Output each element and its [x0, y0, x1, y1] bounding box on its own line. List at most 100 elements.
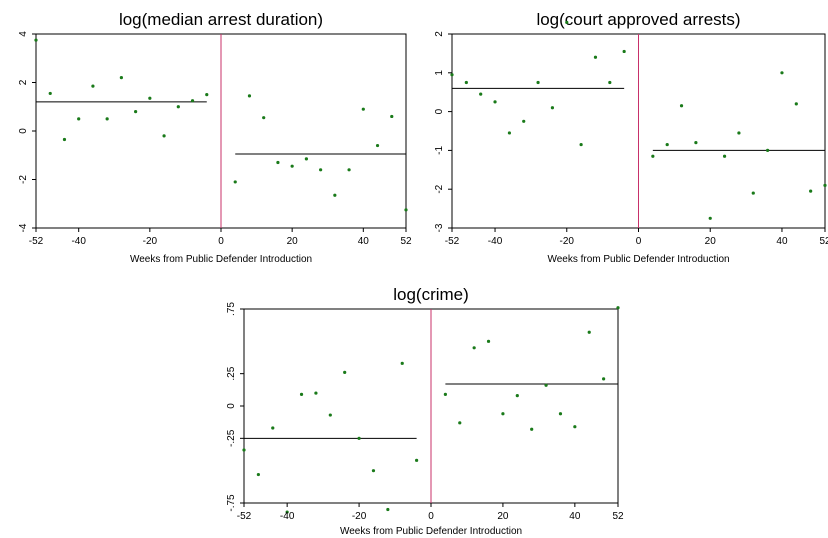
x-tick-label: -52	[237, 511, 252, 522]
data-point	[343, 370, 347, 374]
data-point	[679, 104, 684, 108]
x-tick-label: 52	[819, 236, 828, 247]
data-point	[823, 183, 827, 187]
data-point	[616, 306, 620, 310]
data-point	[91, 84, 95, 88]
data-point	[415, 458, 419, 462]
y-tick-label: -2	[18, 175, 29, 184]
chart-title: log(median arrest duration)	[119, 10, 323, 29]
data-point	[593, 55, 598, 59]
y-tick-label: 2	[434, 31, 445, 37]
x-tick-label: -52	[29, 236, 44, 247]
data-point	[809, 189, 813, 193]
data-point	[333, 193, 337, 197]
data-point	[247, 94, 252, 98]
data-point	[262, 116, 266, 120]
data-point	[751, 191, 755, 195]
y-tick-label: 2	[18, 79, 29, 85]
data-point	[708, 216, 712, 220]
y-tick-label: -3	[434, 223, 445, 232]
data-point	[501, 412, 505, 416]
y-tick-label: 0	[226, 403, 237, 409]
data-point	[450, 73, 454, 77]
data-point	[328, 413, 332, 417]
data-point	[390, 114, 394, 119]
x-tick-label: 20	[287, 236, 299, 247]
data-point	[357, 436, 361, 440]
data-point	[400, 361, 404, 365]
x-tick-label: 52	[612, 511, 624, 522]
data-point	[242, 448, 246, 452]
y-tick-label: -2	[434, 184, 445, 193]
data-point	[304, 157, 308, 161]
data-point	[737, 131, 741, 135]
x-axis-label: Weeks from Public Defender Introduction	[130, 254, 312, 265]
data-point	[486, 339, 491, 343]
chart-title: log(crime)	[393, 285, 469, 304]
data-point	[176, 105, 180, 109]
data-point	[573, 425, 577, 429]
y-tick-label: .75	[226, 302, 237, 316]
data-point	[558, 412, 563, 416]
data-point	[48, 91, 52, 96]
data-point	[347, 168, 351, 172]
y-tick-label: -.75	[226, 494, 237, 512]
data-point	[443, 392, 447, 396]
x-tick-label: -52	[445, 236, 460, 247]
data-point	[507, 131, 511, 135]
data-point	[271, 426, 275, 430]
data-point	[651, 154, 655, 158]
data-point	[522, 119, 526, 123]
y-tick-label: -.25	[226, 429, 237, 447]
data-point	[134, 110, 138, 114]
x-axis-label: Weeks from Public Defender Introduction	[340, 526, 522, 537]
x-tick-label: -40	[280, 511, 295, 522]
chart-title: log(court approved arrests)	[536, 10, 740, 29]
x-tick-label: -20	[560, 236, 575, 247]
x-tick-label: 40	[569, 511, 581, 522]
y-tick-label: 0	[434, 108, 445, 114]
data-point	[565, 20, 569, 24]
data-point	[550, 106, 555, 110]
data-point	[458, 421, 462, 425]
data-point	[314, 391, 318, 395]
data-point	[386, 507, 390, 512]
data-point	[119, 76, 123, 80]
data-point	[162, 134, 166, 138]
y-tick-label: -4	[18, 223, 29, 232]
chart-panel-crime: log(crime) -52 -40 -20 0 20 40 52 -.75 -.25 0 .25 .7…	[226, 285, 624, 537]
x-tick-label: 40	[358, 236, 370, 247]
data-point	[371, 469, 376, 473]
data-point	[479, 92, 483, 96]
data-point	[34, 38, 38, 42]
data-point	[285, 510, 289, 514]
data-point	[361, 107, 365, 111]
data-point	[579, 142, 583, 147]
y-tick-label: 0	[18, 128, 29, 134]
data-point	[665, 142, 669, 147]
x-tick-label: -40	[71, 236, 86, 247]
data-point	[493, 100, 497, 104]
data-point	[319, 168, 323, 172]
x-axis-label: Weeks from Public Defender Introduction	[547, 254, 729, 265]
data-point	[602, 377, 606, 381]
x-tick-label: 0	[218, 236, 224, 247]
data-point	[205, 93, 209, 97]
chart-panel-median-arrest-duration: log(median arrest duration)-52 -40 -20 0 20 4…	[18, 10, 412, 265]
chart-panel-court-approved-arrests: log(court approved arrests)-52 -40 -20 0 20 4…	[434, 10, 828, 265]
data-point	[544, 383, 548, 387]
data-point	[722, 154, 727, 158]
data-point	[190, 99, 195, 103]
data-point	[694, 141, 698, 145]
x-tick-label: 20	[705, 236, 717, 247]
x-tick-label: 20	[497, 511, 509, 522]
data-point	[148, 96, 152, 100]
x-tick-label: -20	[143, 236, 158, 247]
x-tick-label: -20	[352, 511, 367, 522]
data-point	[290, 164, 294, 168]
data-point	[515, 394, 519, 398]
x-tick-label: 40	[776, 236, 788, 247]
data-point	[780, 71, 784, 75]
data-point	[464, 80, 468, 85]
y-tick-label: 4	[18, 31, 29, 37]
